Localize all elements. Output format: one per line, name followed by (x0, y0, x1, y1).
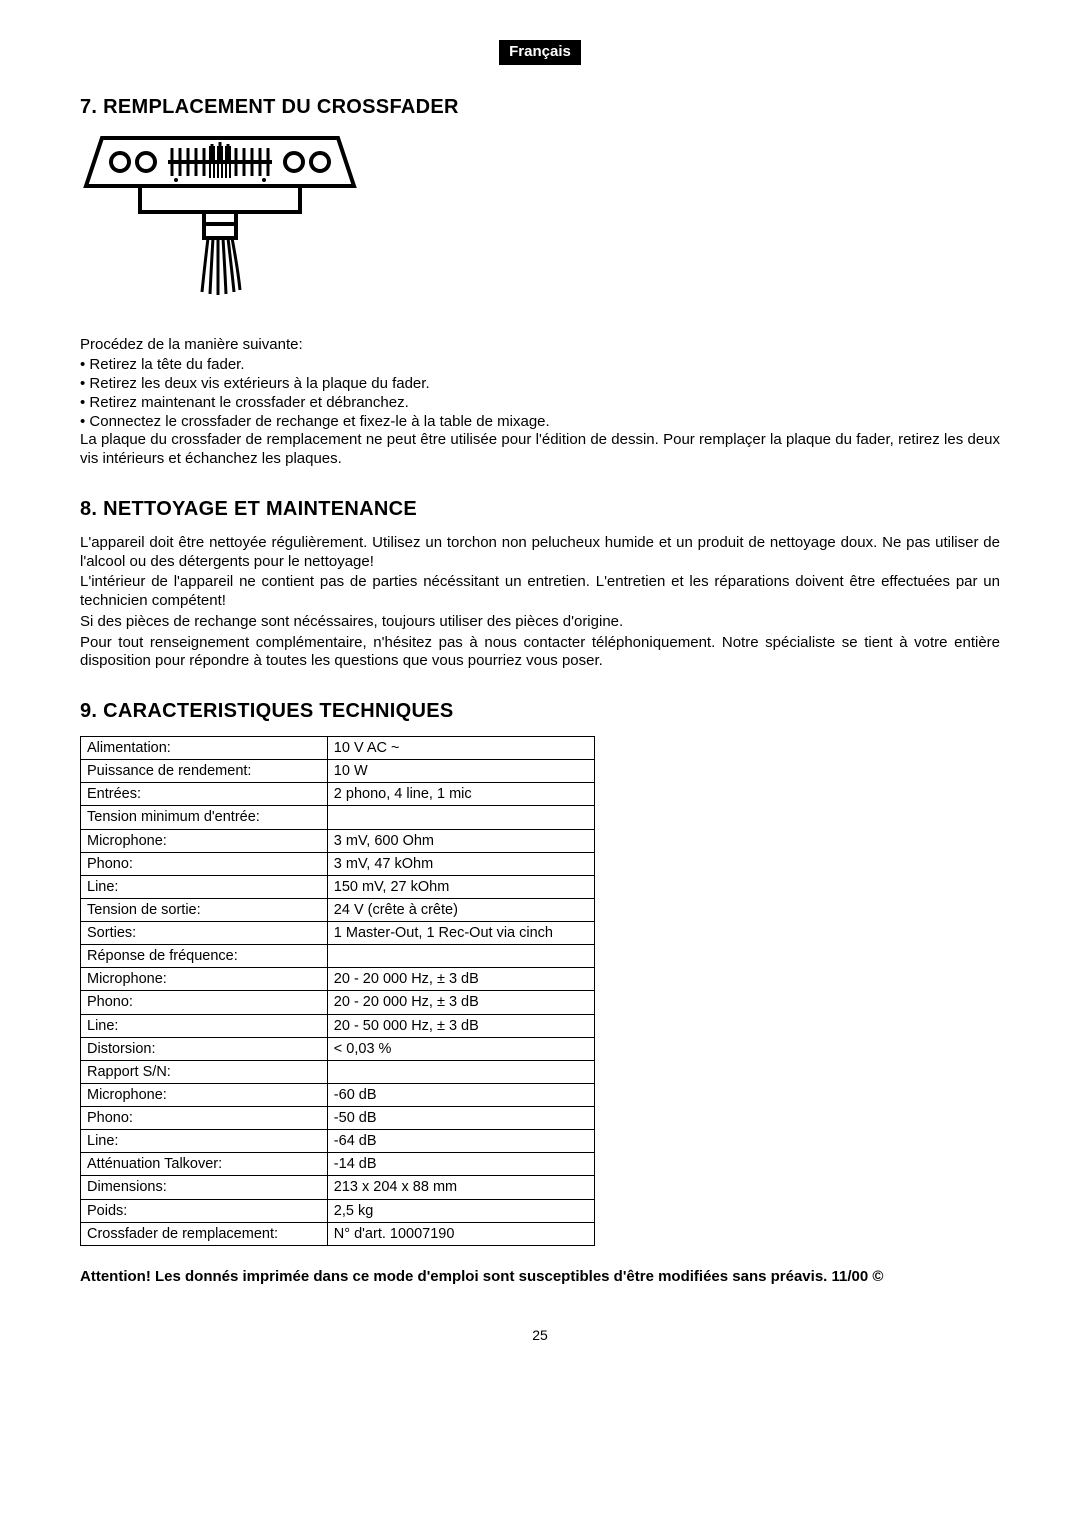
table-row: Line:150 mV, 27 kOhm (81, 875, 595, 898)
table-row: Microphone:20 - 20 000 Hz, ± 3 dB (81, 968, 595, 991)
table-row: Poids:2,5 kg (81, 1199, 595, 1222)
spec-value (327, 806, 594, 829)
table-row: Dimensions:213 x 204 x 88 mm (81, 1176, 595, 1199)
table-row: Microphone:-60 dB (81, 1083, 595, 1106)
spec-label: Tension minimum d'entrée: (81, 806, 328, 829)
spec-value: -50 dB (327, 1107, 594, 1130)
section7-bullets: • Retirez la tête du fader. • Retirez le… (80, 356, 1000, 431)
table-row: Line:20 - 50 000 Hz, ± 3 dB (81, 1014, 595, 1037)
spec-value: 2 phono, 4 line, 1 mic (327, 783, 594, 806)
spec-label: Phono: (81, 991, 328, 1014)
spec-value (327, 945, 594, 968)
spec-value (327, 1060, 594, 1083)
spec-label: Alimentation: (81, 737, 328, 760)
spec-value: 20 - 50 000 Hz, ± 3 dB (327, 1014, 594, 1037)
language-tag: Français (499, 40, 581, 65)
spec-label: Microphone: (81, 829, 328, 852)
spec-value: -14 dB (327, 1153, 594, 1176)
table-row: Entrées:2 phono, 4 line, 1 mic (81, 783, 595, 806)
spec-label: Line: (81, 1130, 328, 1153)
spec-label: Puissance de rendement: (81, 760, 328, 783)
spec-label: Phono: (81, 1107, 328, 1130)
spec-label: Microphone: (81, 1083, 328, 1106)
spec-table: Alimentation:10 V AC ~Puissance de rende… (80, 736, 595, 1246)
spec-label: Microphone: (81, 968, 328, 991)
spec-value: 3 mV, 47 kOhm (327, 852, 594, 875)
table-row: Tension minimum d'entrée: (81, 806, 595, 829)
spec-value: 150 mV, 27 kOhm (327, 875, 594, 898)
table-row: Phono:20 - 20 000 Hz, ± 3 dB (81, 991, 595, 1014)
table-row: Line:-64 dB (81, 1130, 595, 1153)
section7-intro: Procédez de la manière suivante: (80, 336, 1000, 355)
bullet-item: • Connectez le crossfader de rechange et… (80, 413, 1000, 432)
section8-para: Pour tout renseignement complémentaire, … (80, 634, 1000, 672)
table-row: Microphone:3 mV, 600 Ohm (81, 829, 595, 852)
spec-label: Crossfader de remplacement: (81, 1222, 328, 1245)
section9-heading: 9. CARACTERISTIQUES TECHNIQUES (80, 699, 1000, 724)
spec-value: 3 mV, 600 Ohm (327, 829, 594, 852)
section7-after: La plaque du crossfader de remplacement … (80, 431, 1000, 469)
spec-value: -60 dB (327, 1083, 594, 1106)
table-row: Crossfader de remplacement:N° d'art. 100… (81, 1222, 595, 1245)
spec-label: Line: (81, 1014, 328, 1037)
section8-body: L'appareil doit être nettoyée régulièrem… (80, 534, 1000, 671)
spec-label: Rapport S/N: (81, 1060, 328, 1083)
table-row: Réponse de fréquence: (81, 945, 595, 968)
bullet-item: • Retirez les deux vis extérieurs à la p… (80, 375, 1000, 394)
spec-value: 1 Master-Out, 1 Rec-Out via cinch (327, 922, 594, 945)
table-row: Sorties:1 Master-Out, 1 Rec-Out via cinc… (81, 922, 595, 945)
spec-value: 20 - 20 000 Hz, ± 3 dB (327, 968, 594, 991)
spec-label: Entrées: (81, 783, 328, 806)
section7-body: Procédez de la manière suivante: • Retir… (80, 336, 1000, 469)
spec-value: 10 V AC ~ (327, 737, 594, 760)
spec-label: Poids: (81, 1199, 328, 1222)
table-row: Rapport S/N: (81, 1060, 595, 1083)
table-row: Atténuation Talkover:-14 dB (81, 1153, 595, 1176)
table-row: Phono:-50 dB (81, 1107, 595, 1130)
spec-value: < 0,03 % (327, 1037, 594, 1060)
table-row: Alimentation:10 V AC ~ (81, 737, 595, 760)
bullet-item: • Retirez la tête du fader. (80, 356, 1000, 375)
spec-value: 10 W (327, 760, 594, 783)
spec-value: 24 V (crête à crête) (327, 898, 594, 921)
spec-value: 2,5 kg (327, 1199, 594, 1222)
table-row: Tension de sortie:24 V (crête à crête) (81, 898, 595, 921)
section8-heading: 8. NETTOYAGE ET MAINTENANCE (80, 497, 1000, 522)
spec-label: Line: (81, 875, 328, 898)
table-row: Distorsion:< 0,03 % (81, 1037, 595, 1060)
section8-para: L'intérieur de l'appareil ne contient pa… (80, 573, 1000, 611)
spec-label: Dimensions: (81, 1176, 328, 1199)
spec-value: 213 x 204 x 88 mm (327, 1176, 594, 1199)
section8-para: L'appareil doit être nettoyée régulièrem… (80, 534, 1000, 572)
spec-label: Sorties: (81, 922, 328, 945)
section8-para: Si des pièces de rechange sont nécéssair… (80, 613, 1000, 632)
spec-value: -64 dB (327, 1130, 594, 1153)
footer-note: Attention! Les donnés imprimée dans ce m… (80, 1268, 1000, 1287)
spec-label: Atténuation Talkover: (81, 1153, 328, 1176)
spec-label: Phono: (81, 852, 328, 875)
bullet-item: • Retirez maintenant le crossfader et dé… (80, 394, 1000, 413)
spec-value: 20 - 20 000 Hz, ± 3 dB (327, 991, 594, 1014)
spec-label: Distorsion: (81, 1037, 328, 1060)
crossfader-diagram (80, 132, 1000, 318)
section7-heading: 7. REMPLACEMENT DU CROSSFADER (80, 95, 1000, 120)
page-number: 25 (80, 1327, 1000, 1345)
spec-label: Réponse de fréquence: (81, 945, 328, 968)
table-row: Puissance de rendement:10 W (81, 760, 595, 783)
spec-value: N° d'art. 10007190 (327, 1222, 594, 1245)
spec-label: Tension de sortie: (81, 898, 328, 921)
table-row: Phono:3 mV, 47 kOhm (81, 852, 595, 875)
